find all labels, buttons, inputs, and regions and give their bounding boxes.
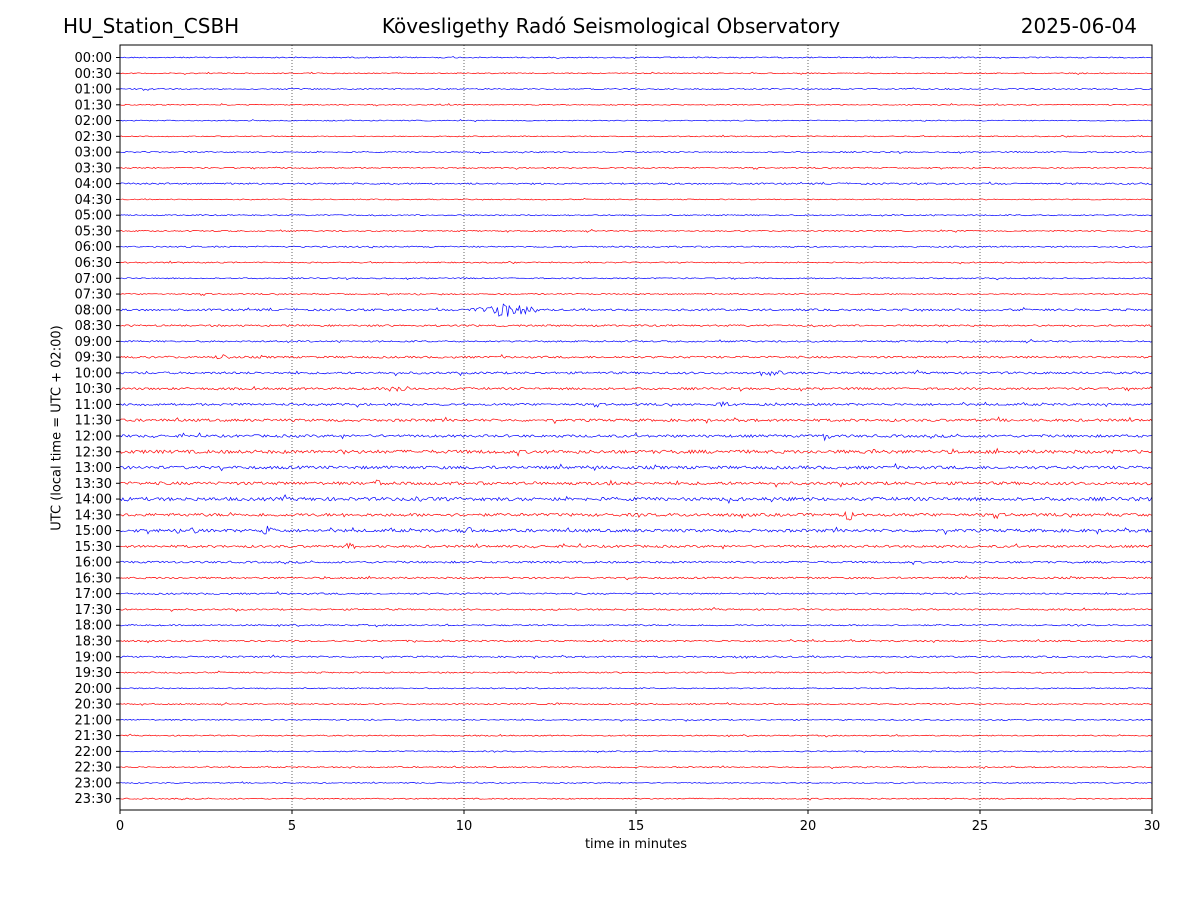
trace-20:30 <box>119 702 1153 706</box>
y-tick-label: 06:00 <box>75 240 112 255</box>
y-tick-label: 05:30 <box>75 224 112 239</box>
trace-12:00 <box>119 432 1153 442</box>
y-tick-label: 20:00 <box>75 682 112 697</box>
y-tick-label: 04:00 <box>75 177 112 192</box>
trace-18:30 <box>119 638 1153 644</box>
observatory-title: Kövesligethy Radó Seismological Observat… <box>381 14 841 38</box>
y-tick-label: 08:30 <box>75 319 112 334</box>
trace-15:00 <box>119 525 1153 536</box>
y-tick-label: 05:00 <box>75 209 112 224</box>
y-tick-label: 18:30 <box>75 634 112 649</box>
y-tick-label: 09:00 <box>75 335 112 350</box>
y-tick-label: 23:30 <box>75 792 112 807</box>
y-tick-label: 09:30 <box>75 351 112 366</box>
x-tick-label: 30 <box>1144 819 1161 834</box>
y-tick-label: 01:00 <box>75 83 112 98</box>
y-tick-label: 22:30 <box>75 761 112 776</box>
trace-08:00 <box>119 303 1153 317</box>
x-tick-label: 20 <box>800 819 817 834</box>
trace-13:00 <box>119 462 1153 472</box>
y-tick-label: 19:00 <box>75 650 112 665</box>
trace-20:00 <box>119 686 1153 690</box>
x-tick-label: 0 <box>116 819 124 834</box>
y-tick-label: 21:00 <box>75 713 112 728</box>
trace-22:00 <box>119 749 1153 754</box>
station-label: HU_Station_CSBH <box>63 14 240 38</box>
trace-16:30 <box>119 575 1153 581</box>
y-tick-label: 06:30 <box>75 256 112 271</box>
trace-03:00 <box>119 150 1153 155</box>
y-tick-label: 03:30 <box>75 161 112 176</box>
x-tick-label: 10 <box>456 819 473 834</box>
trace-01:00 <box>119 87 1153 91</box>
x-tick-label: 15 <box>628 819 645 834</box>
y-tick-label: 16:30 <box>75 571 112 586</box>
y-tick-label: 00:30 <box>75 67 112 82</box>
y-axis-ticks: 00:0000:3001:0001:3002:0002:3003:0003:30… <box>75 51 120 807</box>
y-tick-label: 20:30 <box>75 698 112 713</box>
y-tick-label: 15:00 <box>75 524 112 539</box>
x-axis-label: time in minutes <box>584 837 688 852</box>
trace-02:30 <box>119 134 1153 138</box>
y-tick-label: 04:30 <box>75 193 112 208</box>
trace-15:30 <box>119 542 1153 550</box>
y-tick-label: 14:30 <box>75 508 112 523</box>
y-tick-label: 22:00 <box>75 745 112 760</box>
y-tick-label: 11:30 <box>75 414 112 429</box>
y-tick-label: 17:00 <box>75 587 112 602</box>
y-tick-label: 12:00 <box>75 429 112 444</box>
trace-19:00 <box>119 654 1153 660</box>
y-tick-label: 16:00 <box>75 556 112 571</box>
trace-21:00 <box>119 718 1153 722</box>
y-tick-label: 07:30 <box>75 288 112 303</box>
trace-09:30 <box>119 353 1153 360</box>
trace-08:30 <box>119 324 1153 328</box>
trace-05:00 <box>119 214 1153 217</box>
y-tick-label: 18:00 <box>75 619 112 634</box>
y-tick-label: 23:00 <box>75 776 112 791</box>
y-tick-label: 07:00 <box>75 272 112 287</box>
y-tick-label: 03:00 <box>75 146 112 161</box>
date-label: 2025-06-04 <box>1020 14 1137 38</box>
y-tick-label: 02:30 <box>75 130 112 145</box>
y-tick-label: 12:30 <box>75 445 112 460</box>
y-tick-label: 13:30 <box>75 477 112 492</box>
y-tick-label: 00:00 <box>75 51 112 66</box>
y-tick-label: 10:30 <box>75 382 112 397</box>
x-tick-label: 25 <box>972 819 989 834</box>
trace-07:00 <box>119 276 1153 281</box>
y-tick-label: 11:00 <box>75 398 112 413</box>
y-tick-label: 08:00 <box>75 303 112 318</box>
y-tick-label: 01:30 <box>75 98 112 113</box>
trace-10:00 <box>119 369 1153 377</box>
y-tick-label: 10:00 <box>75 366 112 381</box>
trace-16:00 <box>119 560 1153 566</box>
trace-09:00 <box>119 338 1153 344</box>
y-tick-label: 15:30 <box>75 540 112 555</box>
trace-11:00 <box>119 401 1153 408</box>
trace-06:30 <box>119 260 1153 265</box>
y-tick-label: 21:30 <box>75 729 112 744</box>
trace-10:30 <box>119 385 1153 392</box>
y-tick-label: 14:00 <box>75 493 112 508</box>
trace-22:30 <box>119 765 1153 770</box>
y-axis-label: UTC (local time = UTC + 02:00) <box>49 325 65 531</box>
y-tick-label: 19:30 <box>75 666 112 681</box>
trace-12:30 <box>119 447 1153 457</box>
y-tick-label: 13:00 <box>75 461 112 476</box>
y-tick-label: 17:30 <box>75 603 112 618</box>
grid-lines <box>291 45 981 810</box>
x-axis-ticks: 0 5 10 15 20 25 30 <box>116 810 1160 834</box>
y-tick-label: 02:00 <box>75 114 112 129</box>
x-tick-label: 5 <box>288 819 296 834</box>
